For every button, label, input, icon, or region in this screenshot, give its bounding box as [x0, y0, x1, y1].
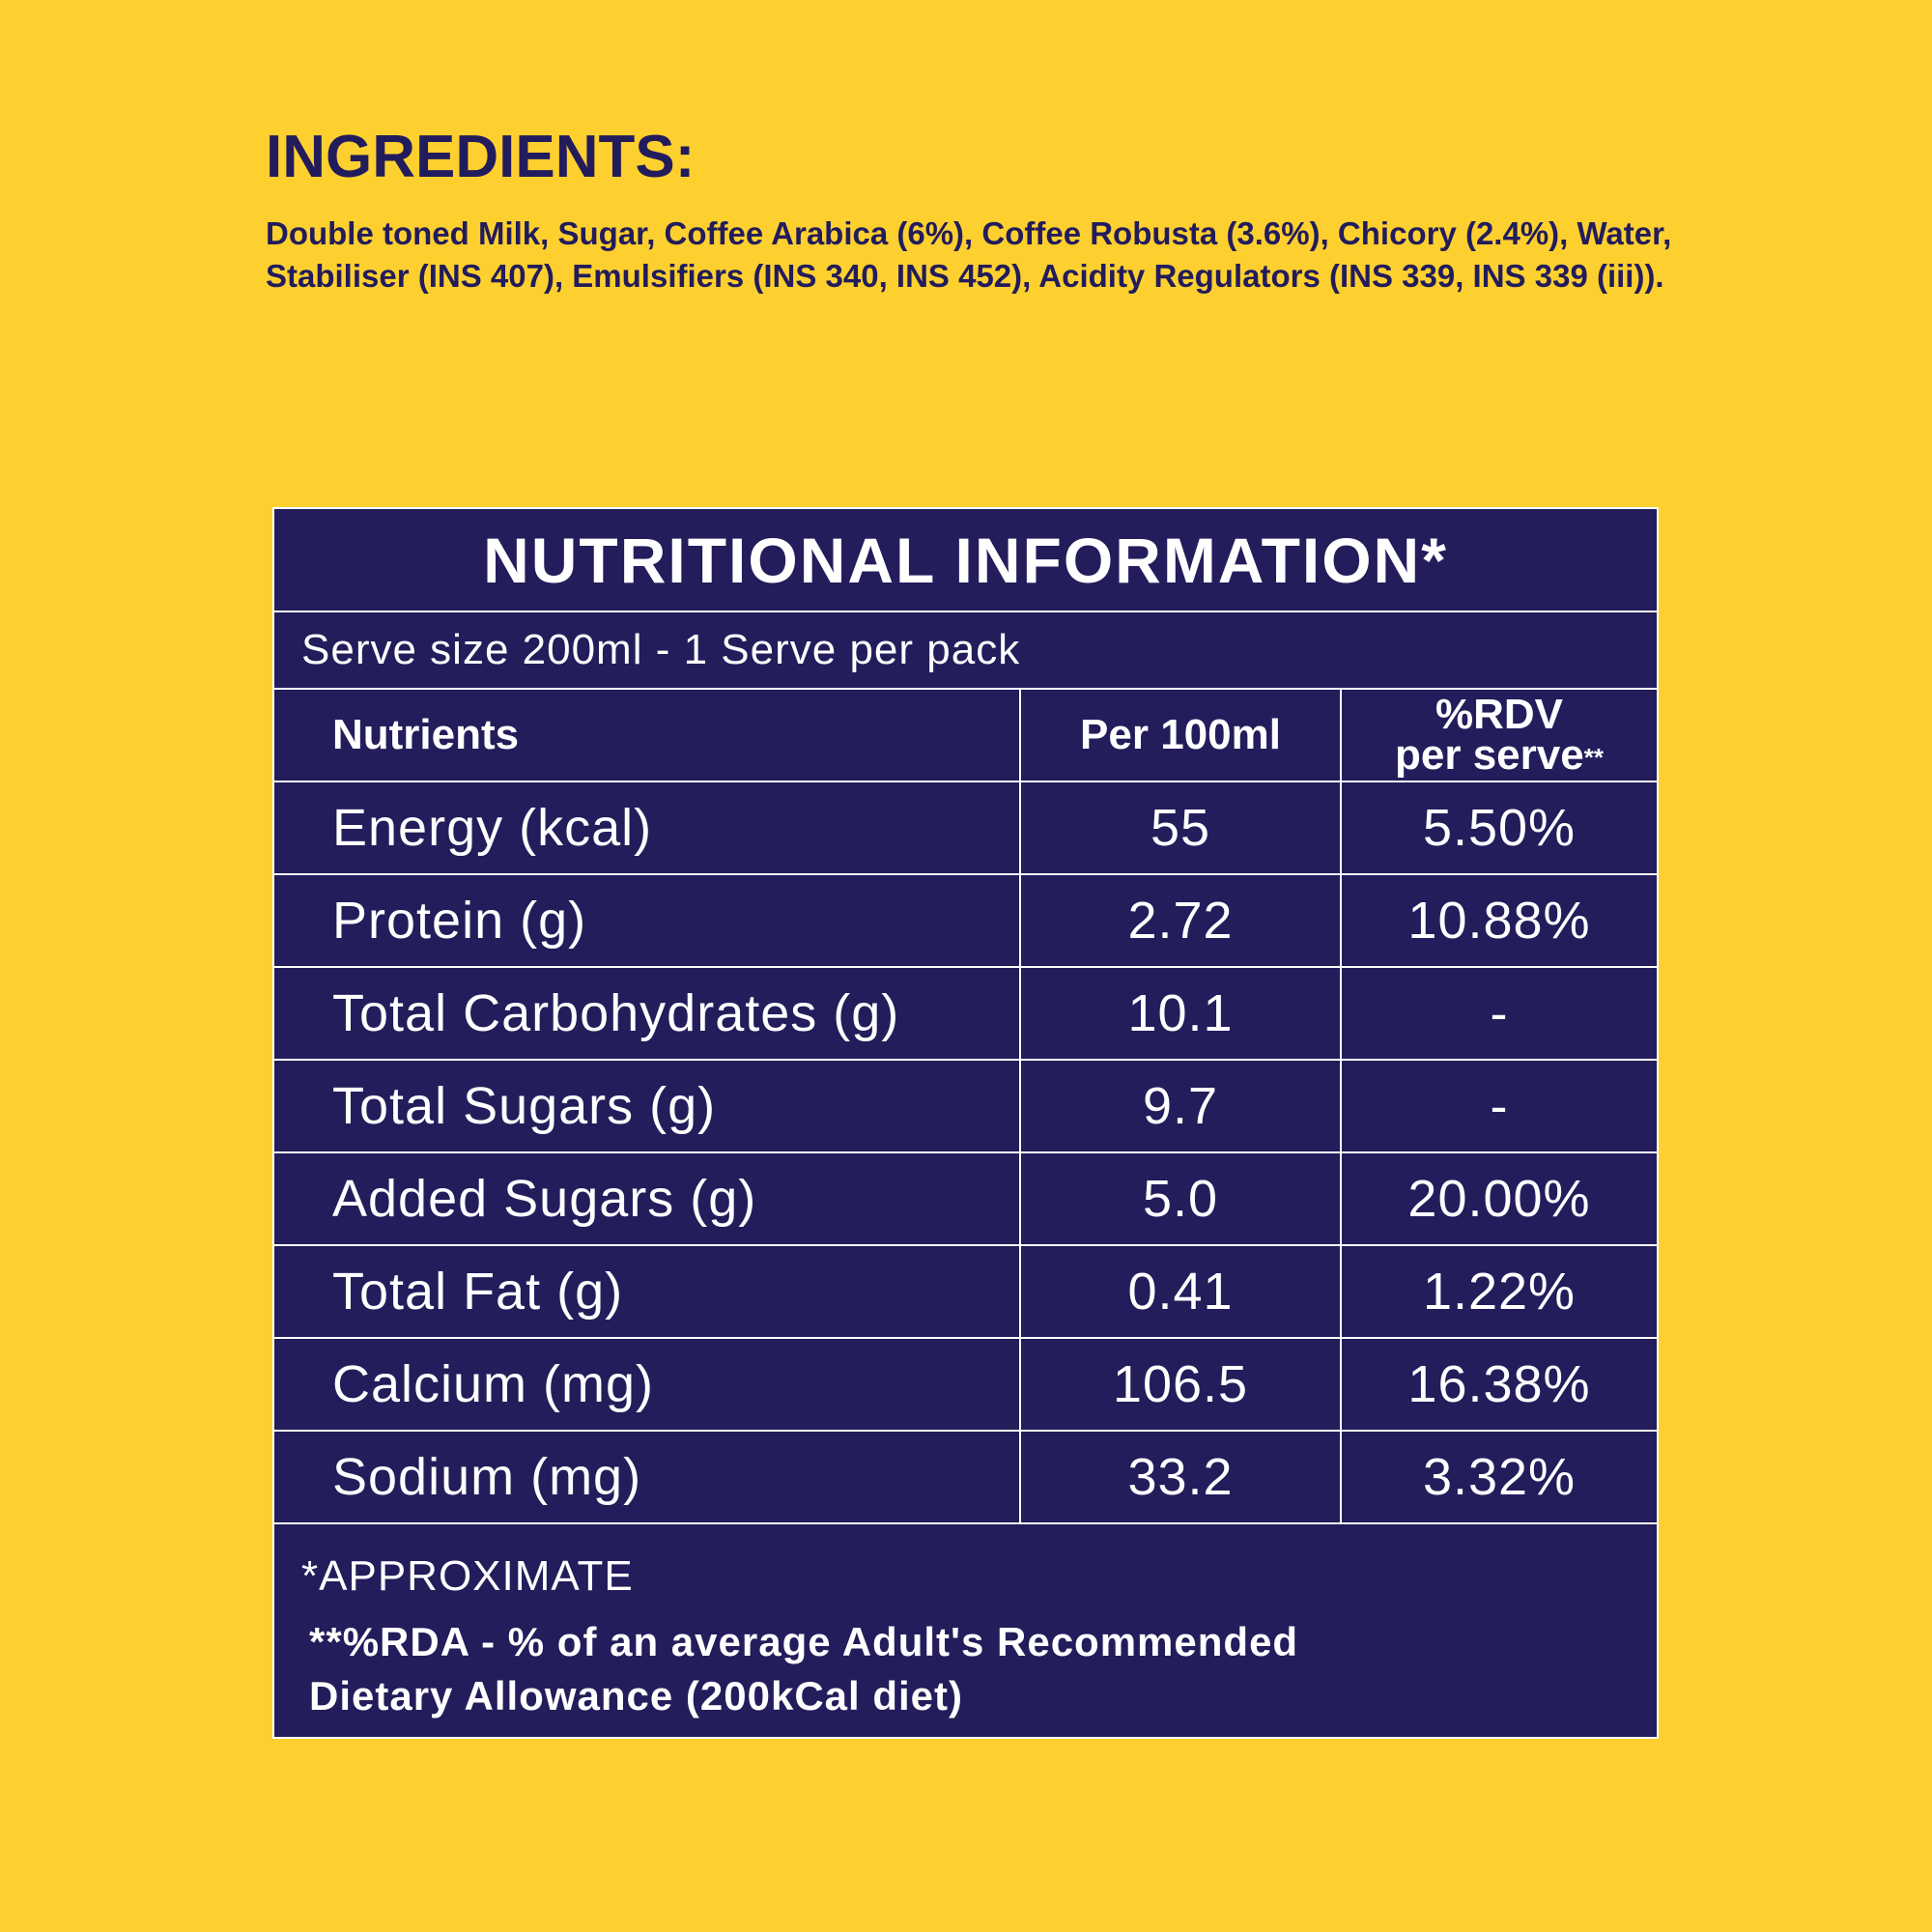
rdv-value: 3.32% [1341, 1431, 1657, 1524]
footnote-rda: **%RDA - % of an average Adult's Recomme… [309, 1615, 1657, 1723]
per-100ml-value: 10.1 [1020, 967, 1342, 1061]
table-row: Total Carbohydrates (g) 10.1 - [274, 967, 1657, 1061]
header-rdv: %RDV per serve** [1341, 690, 1657, 782]
nutrient-name: Total Sugars (g) [274, 1060, 1021, 1153]
ingredients-text: Double toned Milk, Sugar, Coffee Arabica… [266, 215, 1672, 294]
nutrition-title: NUTRITIONAL INFORMATION* [274, 509, 1657, 612]
rdv-value: 1.22% [1341, 1245, 1657, 1339]
footnotes: *APPROXIMATE **%RDA - % of an average Ad… [274, 1524, 1657, 1723]
nutrient-name: Energy (kcal) [274, 781, 1021, 875]
nutrition-table: Nutrients Per 100ml %RDV per serve** Ene… [274, 690, 1657, 1524]
footnote-approximate: *APPROXIMATE [301, 1552, 634, 1600]
rdv-value: - [1341, 1060, 1657, 1153]
rdv-value: 20.00% [1341, 1152, 1657, 1246]
per-100ml-value: 5.0 [1020, 1152, 1342, 1246]
nutrient-name: Protein (g) [274, 874, 1021, 968]
footnote-rda-line1: **%RDA - % of an average Adult's Recomme… [309, 1619, 1299, 1664]
nutrient-name: Total Fat (g) [274, 1245, 1021, 1339]
per-100ml-value: 55 [1020, 781, 1342, 875]
rdv-value: - [1341, 967, 1657, 1061]
rdv-value: 5.50% [1341, 781, 1657, 875]
table-row: Added Sugars (g) 5.0 20.00% [274, 1152, 1657, 1246]
per-100ml-value: 2.72 [1020, 874, 1342, 968]
rdv-value: 16.38% [1341, 1338, 1657, 1432]
per-100ml-value: 33.2 [1020, 1431, 1342, 1524]
table-row: Energy (kcal) 55 5.50% [274, 781, 1657, 875]
nutrient-name: Sodium (mg) [274, 1431, 1021, 1524]
ingredients-section: INGREDIENTS: Double toned Milk, Sugar, C… [266, 124, 1676, 298]
table-header-row: Nutrients Per 100ml %RDV per serve** [274, 690, 1657, 782]
table-row: Total Sugars (g) 9.7 - [274, 1060, 1657, 1153]
header-nutrients: Nutrients [274, 690, 1021, 782]
table-row: Calcium (mg) 106.5 16.38% [274, 1338, 1657, 1432]
nutrition-panel: NUTRITIONAL INFORMATION* Serve size 200m… [272, 507, 1659, 1739]
header-rdv-mark: ** [1583, 743, 1604, 772]
rdv-value: 10.88% [1341, 874, 1657, 968]
nutrient-name: Total Carbohydrates (g) [274, 967, 1021, 1061]
per-100ml-value: 0.41 [1020, 1245, 1342, 1339]
table-row: Protein (g) 2.72 10.88% [274, 874, 1657, 968]
nutrient-name: Added Sugars (g) [274, 1152, 1021, 1246]
footnote-rda-line2: Dietary Allowance (200kCal diet) [309, 1673, 964, 1719]
table-row: Sodium (mg) 33.2 3.32% [274, 1431, 1657, 1524]
header-per-100ml: Per 100ml [1020, 690, 1342, 782]
serve-size: Serve size 200ml - 1 Serve per pack [274, 612, 1657, 690]
per-100ml-value: 106.5 [1020, 1338, 1342, 1432]
ingredients-heading: INGREDIENTS: [266, 124, 696, 190]
header-rdv-line2: per serve [1395, 731, 1584, 779]
header-rdv-line1: %RDV [1435, 691, 1564, 738]
nutrient-name: Calcium (mg) [274, 1338, 1021, 1432]
per-100ml-value: 9.7 [1020, 1060, 1342, 1153]
table-row: Total Fat (g) 0.41 1.22% [274, 1245, 1657, 1339]
